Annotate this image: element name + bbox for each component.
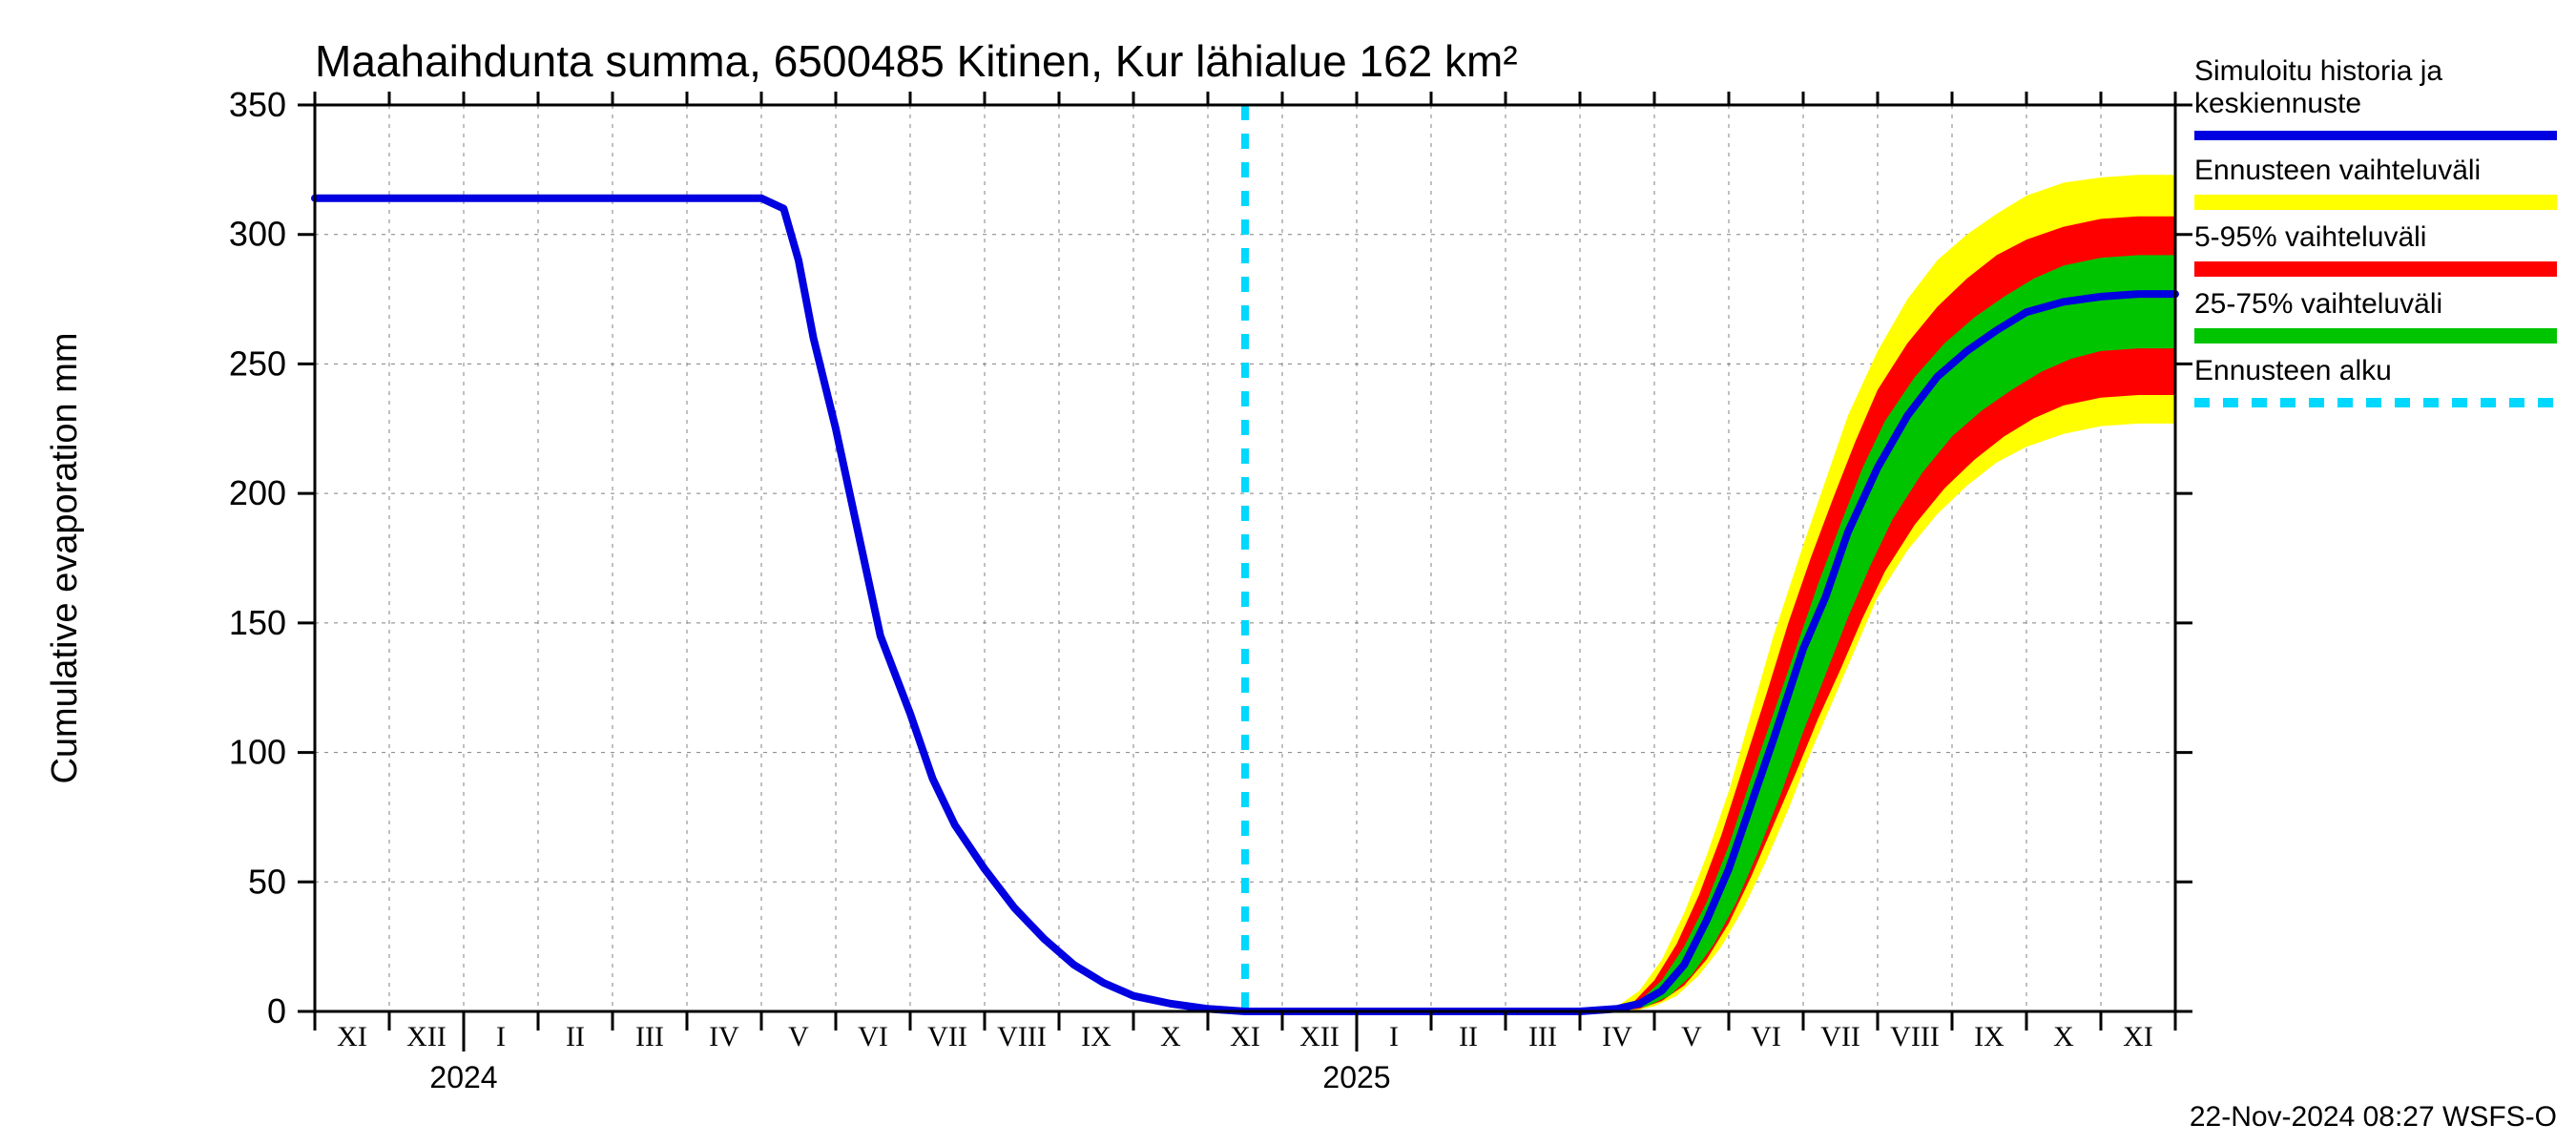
- svg-text:X: X: [2053, 1021, 2074, 1052]
- chart-svg: 050100150200250300350XIXIIIIIIIIIVVVIVII…: [0, 0, 2576, 1145]
- svg-text:200: 200: [229, 473, 286, 512]
- svg-text:VI: VI: [1751, 1021, 1781, 1052]
- svg-text:I: I: [1389, 1021, 1399, 1052]
- svg-text:VIII: VIII: [997, 1021, 1047, 1052]
- svg-text:300: 300: [229, 215, 286, 254]
- svg-text:VI: VI: [858, 1021, 888, 1052]
- svg-text:XI: XI: [337, 1021, 367, 1052]
- svg-text:0: 0: [267, 991, 286, 1030]
- svg-text:II: II: [566, 1021, 585, 1052]
- svg-text:2025: 2025: [1322, 1060, 1390, 1094]
- svg-text:150: 150: [229, 603, 286, 642]
- chart-container: 050100150200250300350XIXIIIIIIIIIVVVIVII…: [0, 0, 2576, 1145]
- svg-text:II: II: [1459, 1021, 1478, 1052]
- svg-text:III: III: [635, 1021, 664, 1052]
- svg-text:25-75% vaihteluväli: 25-75% vaihteluväli: [2194, 288, 2442, 320]
- svg-text:IX: IX: [1081, 1021, 1111, 1052]
- svg-text:III: III: [1528, 1021, 1557, 1052]
- chart-footer: 22-Nov-2024 08:27 WSFS-O: [2190, 1101, 2557, 1133]
- svg-text:V: V: [788, 1021, 809, 1052]
- svg-text:XII: XII: [406, 1021, 447, 1052]
- svg-text:Simuloitu historia ja: Simuloitu historia ja: [2194, 55, 2442, 87]
- svg-text:XI: XI: [1230, 1021, 1260, 1052]
- svg-text:XI: XI: [2123, 1021, 2153, 1052]
- svg-text:XII: XII: [1299, 1021, 1340, 1052]
- svg-text:5-95% vaihteluväli: 5-95% vaihteluväli: [2194, 221, 2426, 253]
- svg-text:Ennusteen vaihteluväli: Ennusteen vaihteluväli: [2194, 155, 2481, 186]
- svg-text:keskiennuste: keskiennuste: [2194, 88, 2361, 119]
- svg-text:V: V: [1681, 1021, 1702, 1052]
- chart-title: Maahaihdunta summa, 6500485 Kitinen, Kur…: [315, 36, 1518, 86]
- svg-text:VIII: VIII: [1890, 1021, 1940, 1052]
- svg-text:I: I: [496, 1021, 506, 1052]
- svg-text:VII: VII: [1820, 1021, 1860, 1052]
- svg-text:100: 100: [229, 733, 286, 772]
- svg-text:X: X: [1160, 1021, 1181, 1052]
- svg-text:50: 50: [248, 862, 286, 901]
- svg-text:IV: IV: [709, 1021, 739, 1052]
- svg-text:IV: IV: [1602, 1021, 1632, 1052]
- svg-text:IX: IX: [1974, 1021, 2005, 1052]
- svg-text:250: 250: [229, 344, 286, 383]
- y-axis-label: Cumulative evaporation mm: [45, 332, 85, 783]
- svg-text:VII: VII: [927, 1021, 967, 1052]
- svg-text:Ennusteen alku: Ennusteen alku: [2194, 355, 2392, 386]
- svg-text:350: 350: [229, 85, 286, 124]
- svg-text:2024: 2024: [429, 1060, 497, 1094]
